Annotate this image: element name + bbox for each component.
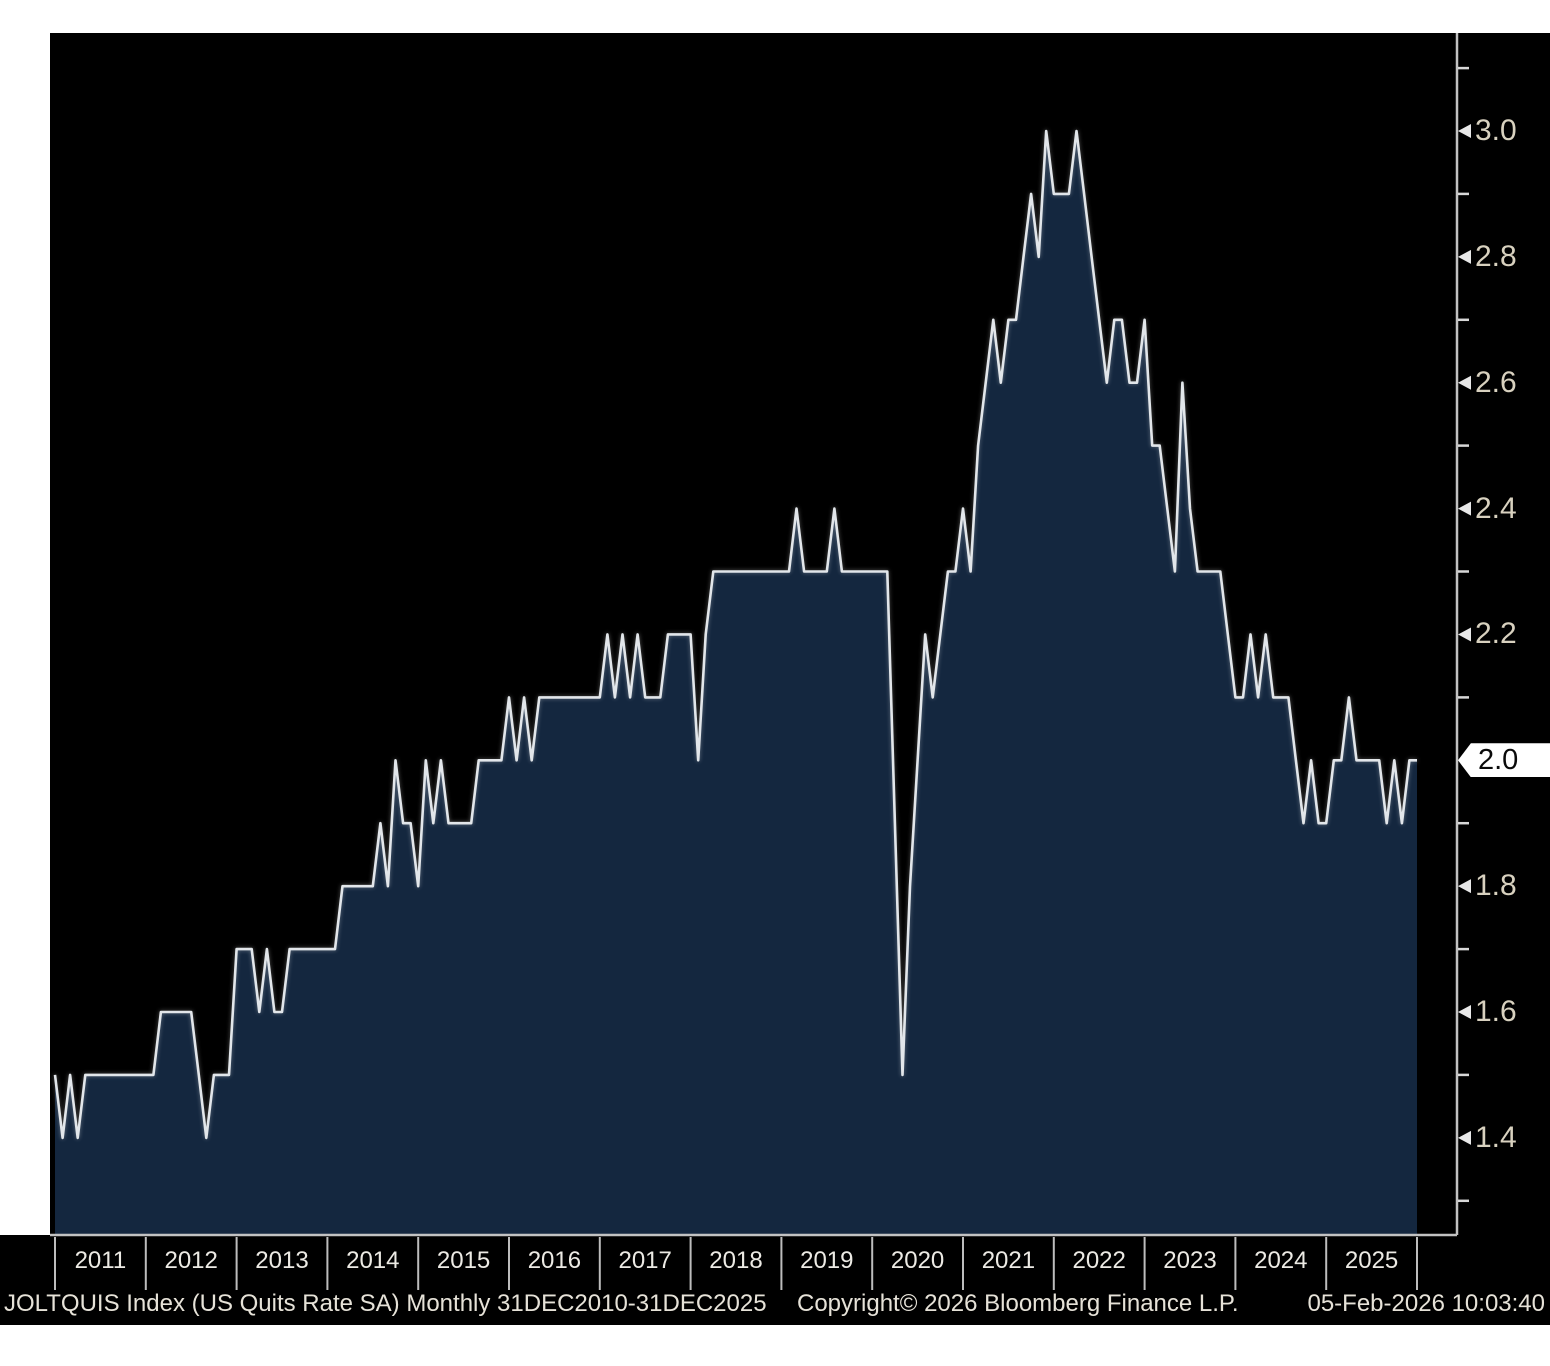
x-axis-year-label: 2017	[618, 1247, 672, 1274]
x-axis-year-label: 2021	[981, 1247, 1036, 1274]
x-axis-year-label: 2016	[527, 1247, 582, 1274]
x-axis-year-label: 2023	[1163, 1247, 1217, 1274]
x-axis-year-label: 2020	[890, 1247, 945, 1274]
x-axis-year-label: 2011	[74, 1247, 127, 1274]
x-axis-year-label: 2018	[709, 1247, 763, 1274]
y-axis-label: 1.6	[1475, 995, 1517, 1029]
x-axis-year-label: 2013	[255, 1247, 309, 1274]
y-axis-label: 1.8	[1475, 869, 1517, 903]
y-axis-label: 2.6	[1475, 365, 1517, 399]
x-axis-year-label: 2012	[164, 1247, 218, 1274]
x-axis-year-label: 2015	[436, 1247, 491, 1274]
status-bar: JOLTQUIS Index (US Quits Rate SA) Monthl…	[0, 1289, 1550, 1323]
x-axis-year-label: 2025	[1344, 1247, 1399, 1274]
y-axis-label: 1.4	[1475, 1120, 1517, 1154]
plot-area	[50, 33, 1550, 1235]
copyright-text: Copyright© 2026 Bloomberg Finance L.P.	[797, 1290, 1239, 1317]
timestamp: 05-Feb-2026 10:03:40	[1307, 1290, 1545, 1317]
y-axis-label: 2.4	[1475, 491, 1517, 525]
y-axis-label: 2.8	[1475, 239, 1517, 273]
y-axis-label: 3.0	[1475, 114, 1517, 147]
ticker-description: JOLTQUIS Index (US Quits Rate SA) Monthl…	[4, 1290, 767, 1317]
x-axis-year-label: 2019	[800, 1247, 854, 1274]
x-axis-year-label: 2022	[1072, 1247, 1126, 1274]
last-value-text: 2.0	[1478, 743, 1519, 776]
x-axis-year-label: 2014	[346, 1247, 400, 1274]
x-axis-band	[0, 1235, 1550, 1325]
last-value-badge: 2.0	[1458, 743, 1550, 778]
x-axis-year-label: 2024	[1254, 1247, 1308, 1274]
y-axis-label: 2.2	[1475, 617, 1517, 651]
